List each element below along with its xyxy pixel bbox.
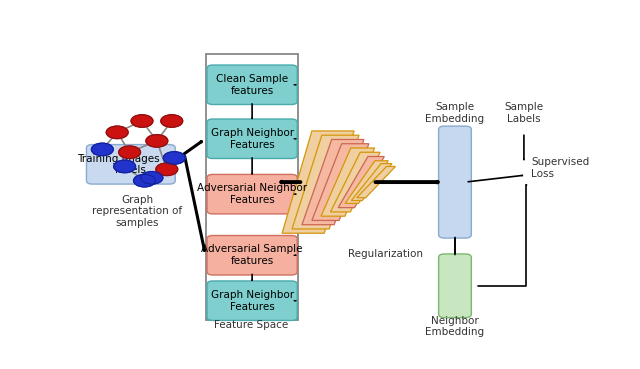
Circle shape	[118, 146, 141, 159]
Text: Sample
Labels: Sample Labels	[504, 102, 543, 124]
FancyBboxPatch shape	[86, 145, 175, 184]
Text: Feature Space: Feature Space	[214, 320, 288, 331]
Circle shape	[146, 135, 168, 147]
FancyBboxPatch shape	[438, 254, 471, 318]
Circle shape	[134, 175, 156, 187]
Circle shape	[131, 115, 153, 127]
Text: Adversarial Sample
features: Adversarial Sample features	[202, 244, 303, 266]
Circle shape	[114, 160, 136, 173]
FancyBboxPatch shape	[207, 235, 297, 275]
Circle shape	[106, 126, 128, 139]
Text: Clean Sample
features: Clean Sample features	[216, 74, 288, 96]
Circle shape	[161, 115, 182, 127]
FancyBboxPatch shape	[207, 175, 297, 214]
FancyBboxPatch shape	[207, 281, 297, 320]
Circle shape	[141, 172, 163, 184]
Polygon shape	[330, 152, 380, 212]
Polygon shape	[302, 139, 364, 225]
Polygon shape	[345, 161, 388, 203]
Text: Graph Neighbor
Features: Graph Neighbor Features	[211, 128, 294, 149]
Text: Regularization: Regularization	[348, 249, 422, 259]
FancyBboxPatch shape	[207, 65, 297, 104]
Bar	[207, 54, 298, 320]
Text: Graph Neighbor
Features: Graph Neighbor Features	[211, 290, 294, 311]
Polygon shape	[321, 148, 374, 216]
Text: Adversarial Neighbor
Features: Adversarial Neighbor Features	[197, 183, 307, 205]
Polygon shape	[351, 163, 392, 200]
Polygon shape	[312, 144, 369, 220]
Text: Training images with
labels: Training images with labels	[77, 154, 185, 175]
Circle shape	[156, 163, 178, 176]
Polygon shape	[338, 156, 384, 208]
Polygon shape	[282, 131, 354, 233]
Text: Neighbor
Embedding: Neighbor Embedding	[426, 315, 484, 337]
Text: Graph
representation of
samples: Graph representation of samples	[92, 195, 182, 228]
Polygon shape	[356, 166, 396, 198]
FancyBboxPatch shape	[207, 119, 297, 159]
Circle shape	[92, 143, 113, 156]
Text: Supervised
Loss: Supervised Loss	[531, 157, 589, 179]
FancyBboxPatch shape	[438, 126, 471, 238]
Circle shape	[163, 152, 185, 164]
Polygon shape	[292, 135, 359, 229]
Text: Sample
Embedding: Sample Embedding	[426, 102, 484, 124]
